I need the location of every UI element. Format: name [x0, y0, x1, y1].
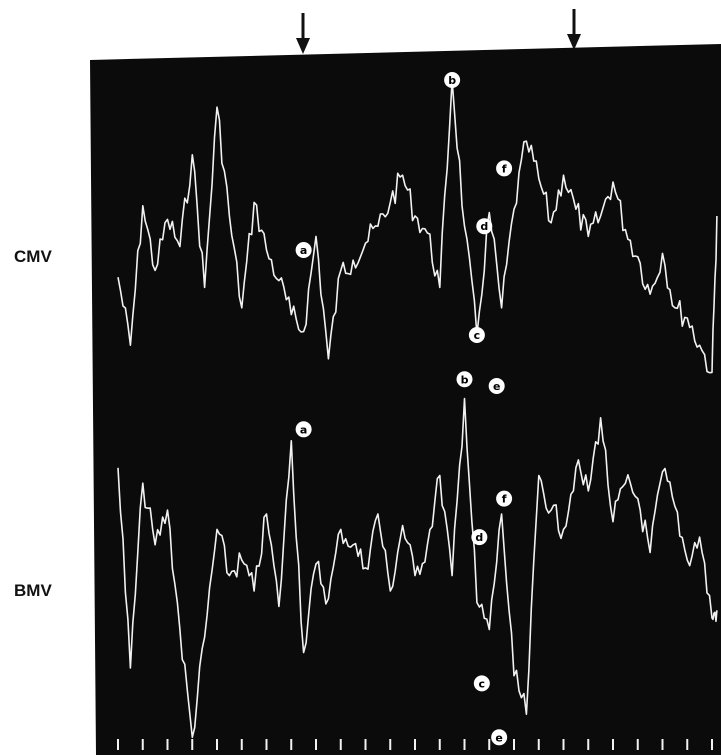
marker-circle — [488, 378, 505, 394]
marker-circle — [295, 242, 312, 258]
marker-circle — [456, 371, 473, 388]
marker-label: c — [474, 329, 481, 342]
marker-cmv-d: d — [476, 218, 493, 235]
marker-bmv-b: b — [456, 371, 473, 388]
trace-bmv — [117, 397, 718, 739]
trace-cmv — [117, 79, 718, 374]
marker-circle — [476, 218, 493, 235]
marker-circle — [444, 72, 461, 88]
marker-cmv-c: c — [468, 327, 485, 343]
arrow-left-icon — [296, 13, 310, 54]
marker-label: f — [502, 162, 507, 175]
marker-circle — [471, 529, 488, 546]
marker-label: d — [480, 220, 488, 233]
recording-panel — [90, 44, 721, 755]
series-label-bmv: BMV — [14, 581, 52, 600]
marker-label: e — [493, 380, 500, 393]
x-ticks-layer — [117, 739, 713, 750]
marker-bmv-d: d — [471, 529, 488, 546]
markers-layer: a b c d e f a b c d e f — [295, 72, 513, 746]
marker-label: e — [495, 731, 502, 744]
marker-label: b — [448, 74, 456, 87]
marker-cmv-b: b — [444, 72, 461, 88]
marker-label: b — [461, 373, 469, 386]
marker-label: a — [300, 423, 307, 436]
marker-circle — [496, 160, 513, 177]
marker-circle — [491, 729, 508, 746]
marker-circle — [295, 421, 312, 438]
marker-label: c — [479, 677, 486, 690]
marker-circle — [473, 675, 490, 692]
marker-bmv-a: a — [295, 421, 312, 438]
marker-label: d — [475, 531, 483, 544]
marker-label: a — [300, 244, 307, 257]
arrow-right-icon — [567, 9, 581, 50]
marker-bmv-e: e — [491, 729, 508, 746]
marker-bmv-f: f — [496, 490, 513, 507]
marker-label: f — [502, 493, 507, 506]
marker-circle — [496, 490, 513, 507]
marker-cmv-e: e — [488, 378, 505, 394]
marker-circle — [468, 327, 485, 343]
marker-cmv-f: f — [496, 160, 513, 177]
traces-layer — [117, 79, 718, 739]
marker-bmv-c: c — [473, 675, 490, 692]
marker-cmv-a: a — [295, 242, 312, 258]
series-label-cmv: CMV — [14, 247, 52, 266]
